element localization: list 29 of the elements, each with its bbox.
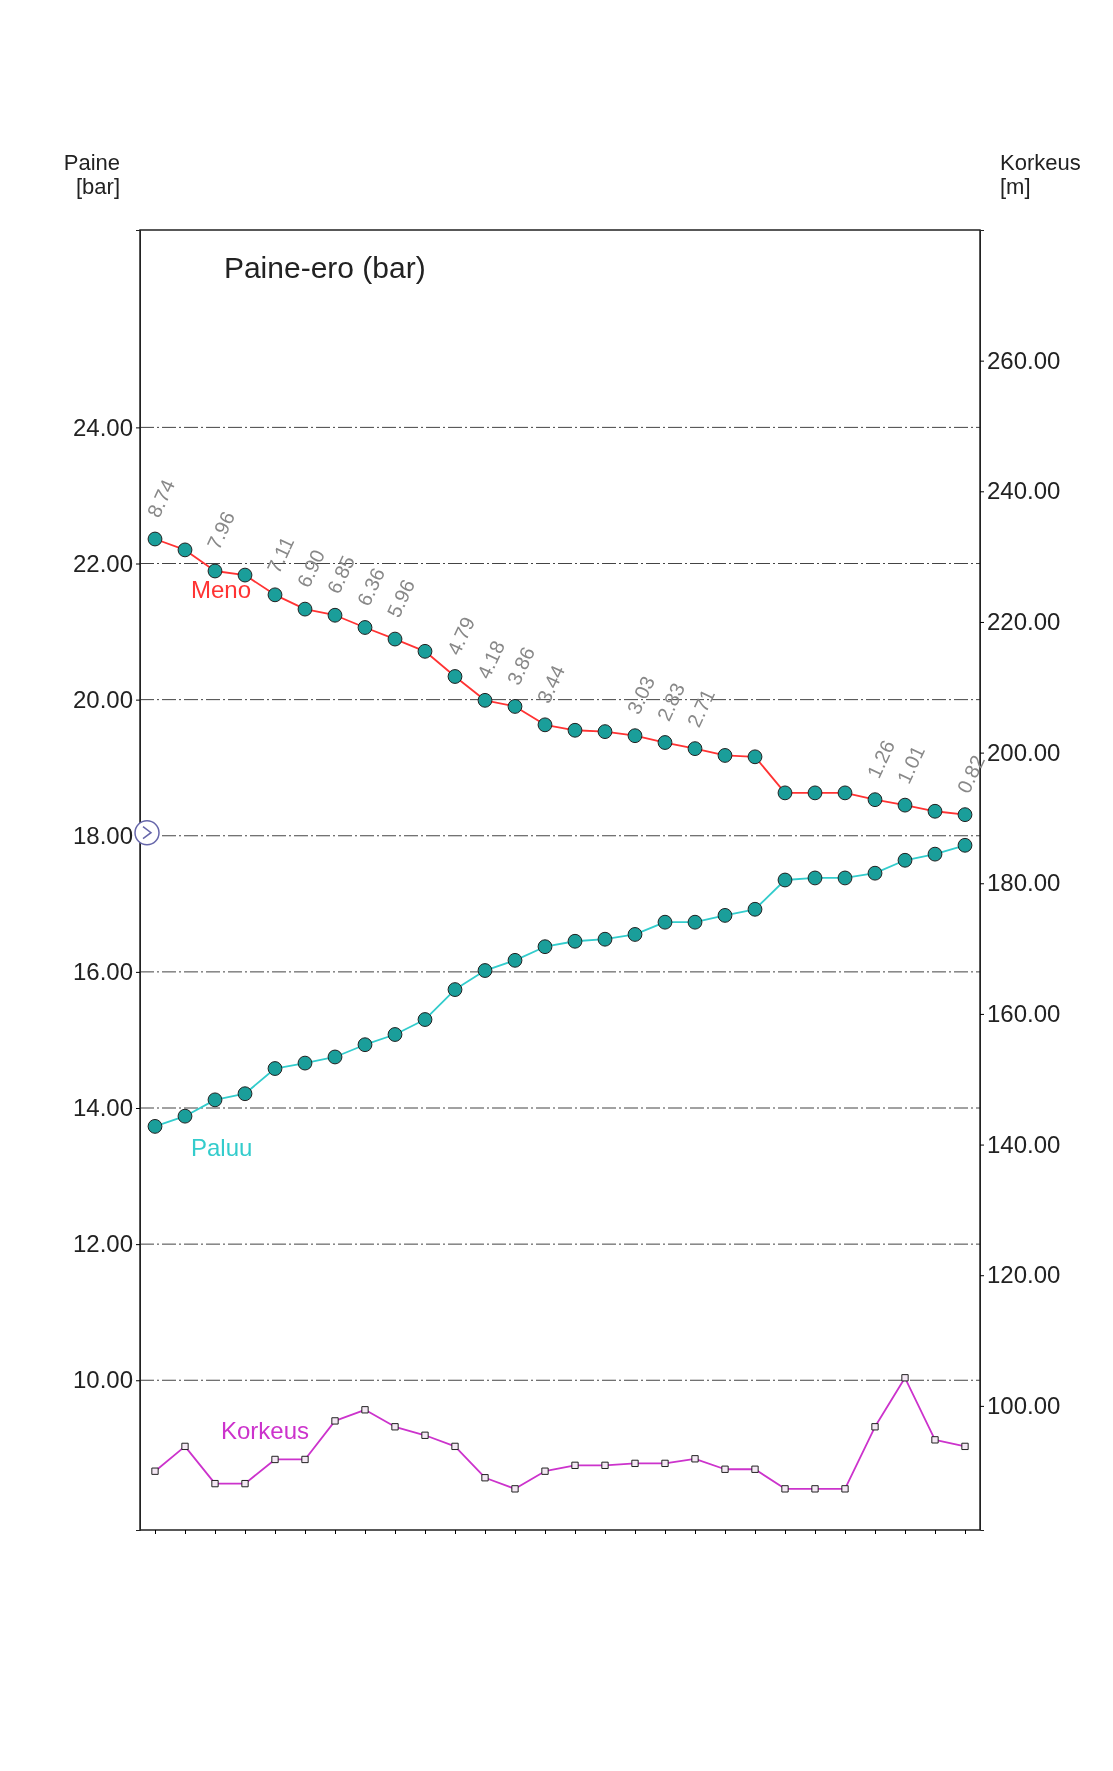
y2-tick-label: 200.00 (987, 738, 1061, 766)
y2-tick-label: 180.00 (987, 869, 1061, 897)
y2-tick-label: 120.00 (987, 1261, 1061, 1289)
text: Paine-ero (bar) (223, 251, 426, 284)
y2-tick-label: 100.00 (987, 1392, 1061, 1420)
y-tick-label: 20.00 (72, 685, 133, 713)
y2-tick-label: 160.00 (987, 1000, 1061, 1028)
y2-axis-title: Korkeus [m] (1000, 150, 1081, 199)
y2-tick-label: 240.00 (987, 477, 1061, 505)
annotation: 7.11 (262, 533, 299, 577)
y-tick-label: 12.00 (72, 1230, 133, 1258)
y2-tick-label: 260.00 (987, 346, 1061, 374)
y2-tick-label: 220.00 (987, 608, 1061, 636)
y-tick-label: 22.00 (72, 549, 133, 577)
y-tick-label: 14.00 (72, 1094, 133, 1122)
annotation: 4.79 (442, 613, 480, 659)
annotation: 1.26 (862, 736, 900, 782)
annotation: 8.74 (142, 476, 180, 521)
series-label: Korkeus (221, 1416, 310, 1444)
series-label: Paluu (191, 1134, 253, 1162)
y-tick-label: 10.00 (72, 1366, 133, 1394)
y-axis-title: Paine [bar] (63, 150, 120, 199)
series-label: Meno (191, 575, 252, 603)
y-tick-label: 24.00 (72, 413, 133, 441)
y-tick-label: 18.00 (72, 821, 133, 849)
annotation: 7.96 (202, 508, 240, 553)
y-tick-label: 16.00 (72, 958, 133, 986)
y2-tick-label: 140.00 (987, 1130, 1061, 1158)
annotation: 3.44 (532, 661, 570, 707)
